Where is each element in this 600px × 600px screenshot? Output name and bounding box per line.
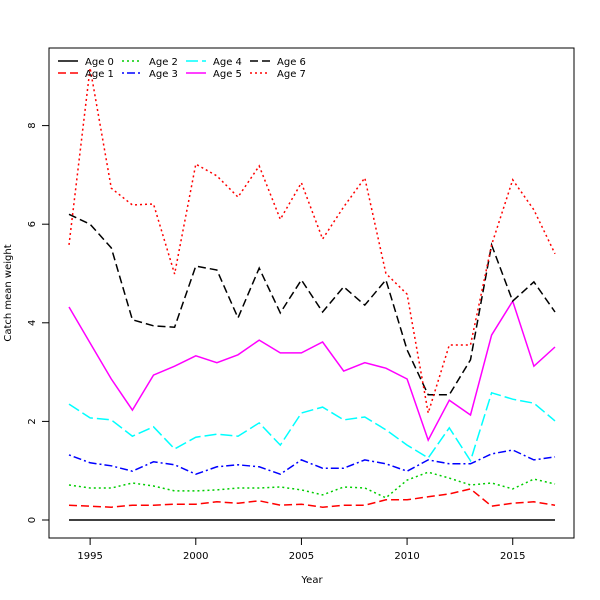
legend-label: Age 4 [213,57,242,68]
x-tick-label: 2015 [500,551,525,562]
legend-label: Age 6 [277,57,306,68]
plot-frame [48,47,575,539]
series-line-age-2 [68,471,556,499]
series-line-age-6 [68,213,556,396]
series-line-age-1 [68,488,556,508]
y-tick-label: 2 [27,418,38,424]
series-layer [68,67,556,521]
x-tick-label: 2005 [289,551,314,562]
x-tick-label: 1995 [77,551,102,562]
legend-label: Age 1 [85,69,114,80]
y-tick-label: 4 [27,320,38,326]
legend-label: Age 5 [213,69,242,80]
legend-label: Age 3 [149,69,178,80]
y-tick-label: 0 [27,517,38,523]
series-line-age-5 [68,299,556,442]
axes-layer: 1995 2000 2005 2010 2015 0 2 4 6 8 [27,122,525,562]
x-tick-label: 2010 [394,551,419,562]
legend-label: Age 7 [277,69,306,80]
series-line-age-3 [68,449,556,476]
x-tick-label: 2000 [183,551,208,562]
legend-label: Age 2 [149,57,178,68]
x-axis-title: Year [300,575,323,586]
y-axis-title: Catch mean weight [3,244,14,341]
series-line-age-7 [68,67,556,414]
y-tick-label: 8 [27,122,38,128]
series-line-age-4 [68,391,556,463]
y-tick-label: 6 [27,221,38,227]
legend-label: Age 0 [85,57,114,68]
